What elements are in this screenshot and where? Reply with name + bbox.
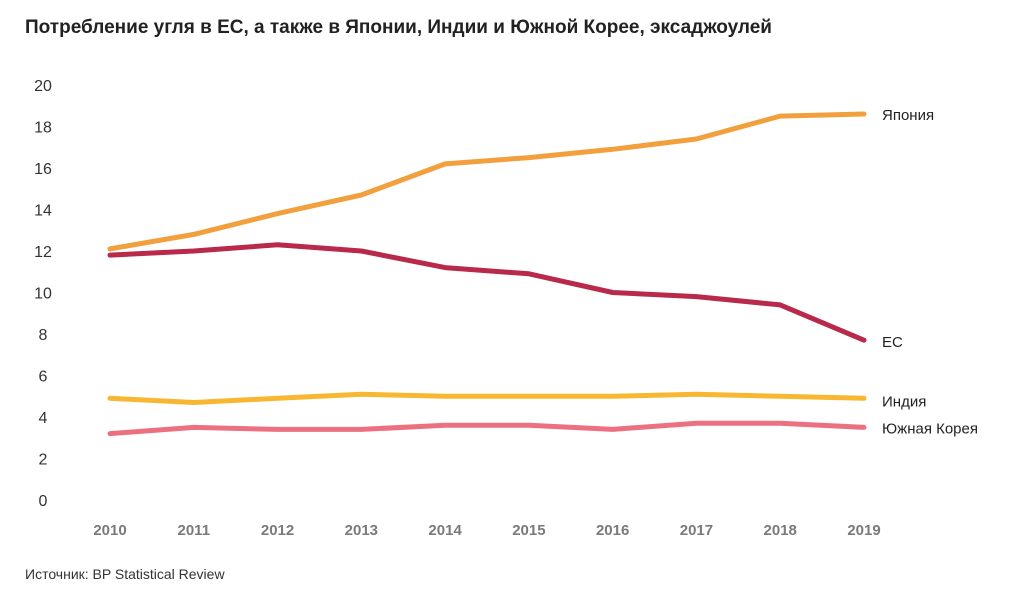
- x-tick-label: 2010: [93, 522, 126, 539]
- y-tick-label: 16: [34, 161, 52, 178]
- series-labels: Япония ЕС Индия Южная Корея: [882, 107, 978, 437]
- x-tick-label: 2014: [428, 522, 462, 539]
- series-label-japan: Япония: [882, 107, 934, 124]
- series-line-korea: [107, 420, 867, 437]
- y-tick-label: 6: [39, 369, 48, 386]
- y-tick-label: 10: [34, 286, 52, 303]
- series-line-eu: [107, 242, 867, 343]
- series-label-korea: Южная Корея: [882, 420, 978, 437]
- y-tick-label: 20: [34, 78, 52, 95]
- series-lines: [107, 111, 867, 437]
- x-tick-label: 2018: [764, 522, 797, 539]
- y-tick-label: 18: [34, 120, 52, 137]
- y-tick-label: 14: [34, 203, 52, 220]
- y-tick-label: 4: [39, 410, 48, 427]
- series-line-japan: [107, 111, 867, 252]
- x-axis-ticks: 2010 2011 2012 2013 2014 2015 2016 2017 2018 2019: [93, 522, 880, 539]
- x-tick-label: 2019: [847, 522, 880, 539]
- chart-title: Потребление угля в ЕС, а также в Японии,…: [25, 17, 772, 38]
- series-label-india: Индия: [882, 393, 926, 410]
- x-tick-label: 2013: [345, 522, 378, 539]
- source-note: Источник: BP Statistical Review: [25, 566, 225, 582]
- series-line-india: [107, 391, 867, 405]
- series-label-eu: ЕС: [882, 334, 903, 351]
- x-tick-label: 2016: [596, 522, 629, 539]
- x-tick-label: 2011: [178, 522, 211, 539]
- x-tick-label: 2017: [680, 522, 713, 539]
- y-axis-ticks: 0 2 4 6 8 10 12 14 16 18 20: [34, 78, 52, 510]
- y-tick-label: 8: [39, 327, 48, 344]
- x-tick-label: 2015: [512, 522, 545, 539]
- x-tick-label: 2012: [261, 522, 294, 539]
- y-tick-label: 2: [39, 452, 48, 469]
- y-tick-label: 0: [39, 493, 48, 510]
- y-tick-label: 12: [34, 244, 52, 261]
